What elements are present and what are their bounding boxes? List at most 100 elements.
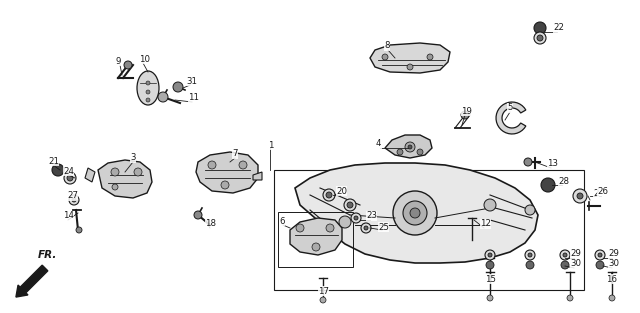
Circle shape	[487, 295, 493, 301]
Circle shape	[609, 295, 615, 301]
Circle shape	[111, 168, 119, 176]
Circle shape	[526, 261, 534, 269]
Circle shape	[146, 81, 150, 85]
Circle shape	[52, 164, 64, 176]
Circle shape	[64, 172, 76, 184]
Text: 8: 8	[384, 42, 390, 50]
Circle shape	[484, 199, 496, 211]
Circle shape	[296, 224, 304, 232]
Circle shape	[541, 178, 555, 192]
Circle shape	[239, 161, 247, 169]
Text: 23: 23	[366, 212, 377, 220]
Circle shape	[488, 253, 492, 257]
Polygon shape	[253, 172, 262, 180]
Circle shape	[146, 98, 150, 102]
Circle shape	[173, 82, 183, 92]
Polygon shape	[385, 135, 432, 158]
Text: 16: 16	[606, 275, 617, 284]
Polygon shape	[290, 218, 342, 255]
Polygon shape	[85, 168, 95, 182]
Circle shape	[561, 261, 569, 269]
Circle shape	[417, 149, 423, 155]
Polygon shape	[196, 152, 258, 193]
Circle shape	[397, 149, 403, 155]
Bar	[274, 170, 584, 290]
Circle shape	[577, 193, 583, 199]
Text: 17: 17	[318, 286, 329, 295]
Text: 2: 2	[593, 188, 598, 198]
Circle shape	[567, 295, 573, 301]
Text: 4: 4	[376, 140, 381, 148]
Text: 1: 1	[268, 141, 273, 150]
Circle shape	[563, 253, 567, 257]
Circle shape	[312, 243, 320, 251]
Polygon shape	[496, 102, 526, 134]
Text: 11: 11	[188, 94, 199, 102]
Circle shape	[361, 223, 371, 233]
Text: 21: 21	[48, 156, 59, 166]
Polygon shape	[295, 163, 538, 263]
Circle shape	[485, 250, 495, 260]
Text: 7: 7	[232, 150, 237, 158]
Text: 6: 6	[279, 217, 285, 225]
Circle shape	[112, 184, 118, 190]
Text: 15: 15	[485, 275, 496, 284]
Text: 10: 10	[139, 54, 150, 64]
Circle shape	[525, 250, 535, 260]
Circle shape	[393, 191, 437, 235]
FancyArrow shape	[16, 265, 48, 297]
Text: 31: 31	[186, 76, 197, 85]
Text: 30: 30	[570, 259, 581, 269]
Circle shape	[408, 145, 412, 149]
Circle shape	[354, 216, 358, 220]
Circle shape	[320, 297, 326, 303]
Circle shape	[598, 253, 602, 257]
Text: 19: 19	[461, 106, 472, 115]
Circle shape	[405, 142, 415, 152]
Circle shape	[537, 35, 543, 41]
Circle shape	[534, 32, 546, 44]
Circle shape	[461, 111, 469, 119]
Circle shape	[124, 61, 132, 69]
Text: 12: 12	[480, 219, 491, 228]
Text: 9: 9	[115, 57, 120, 65]
Circle shape	[221, 181, 229, 189]
Circle shape	[344, 199, 356, 211]
Circle shape	[347, 202, 353, 208]
Circle shape	[595, 250, 605, 260]
Circle shape	[382, 54, 388, 60]
Circle shape	[208, 161, 216, 169]
Circle shape	[596, 261, 604, 269]
Circle shape	[76, 227, 82, 233]
Text: 30: 30	[608, 259, 619, 269]
Text: 29: 29	[570, 249, 581, 259]
Circle shape	[158, 92, 168, 102]
Text: 18: 18	[205, 219, 216, 228]
Text: 24: 24	[63, 167, 74, 176]
Circle shape	[534, 22, 546, 34]
Text: 29: 29	[608, 249, 619, 259]
Polygon shape	[98, 160, 152, 198]
Text: 20: 20	[336, 187, 347, 196]
Circle shape	[427, 54, 433, 60]
Circle shape	[146, 90, 150, 94]
Circle shape	[326, 224, 334, 232]
Circle shape	[351, 213, 361, 223]
Circle shape	[194, 211, 202, 219]
Circle shape	[525, 205, 535, 215]
Text: 14: 14	[63, 212, 74, 220]
Text: 22: 22	[553, 23, 564, 33]
Circle shape	[134, 168, 142, 176]
Circle shape	[528, 253, 532, 257]
Text: 26: 26	[597, 187, 608, 197]
Text: 3: 3	[130, 153, 136, 162]
Text: FR.: FR.	[38, 250, 58, 260]
Text: 27: 27	[67, 192, 78, 201]
Circle shape	[67, 175, 73, 181]
Circle shape	[69, 195, 79, 205]
Circle shape	[524, 158, 532, 166]
Circle shape	[72, 198, 76, 202]
Text: 13: 13	[547, 160, 558, 168]
Circle shape	[339, 216, 351, 228]
Polygon shape	[370, 43, 450, 73]
